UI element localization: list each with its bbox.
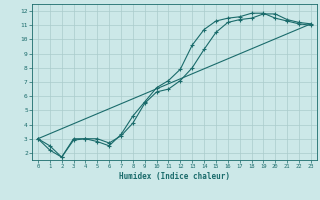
X-axis label: Humidex (Indice chaleur): Humidex (Indice chaleur): [119, 172, 230, 181]
